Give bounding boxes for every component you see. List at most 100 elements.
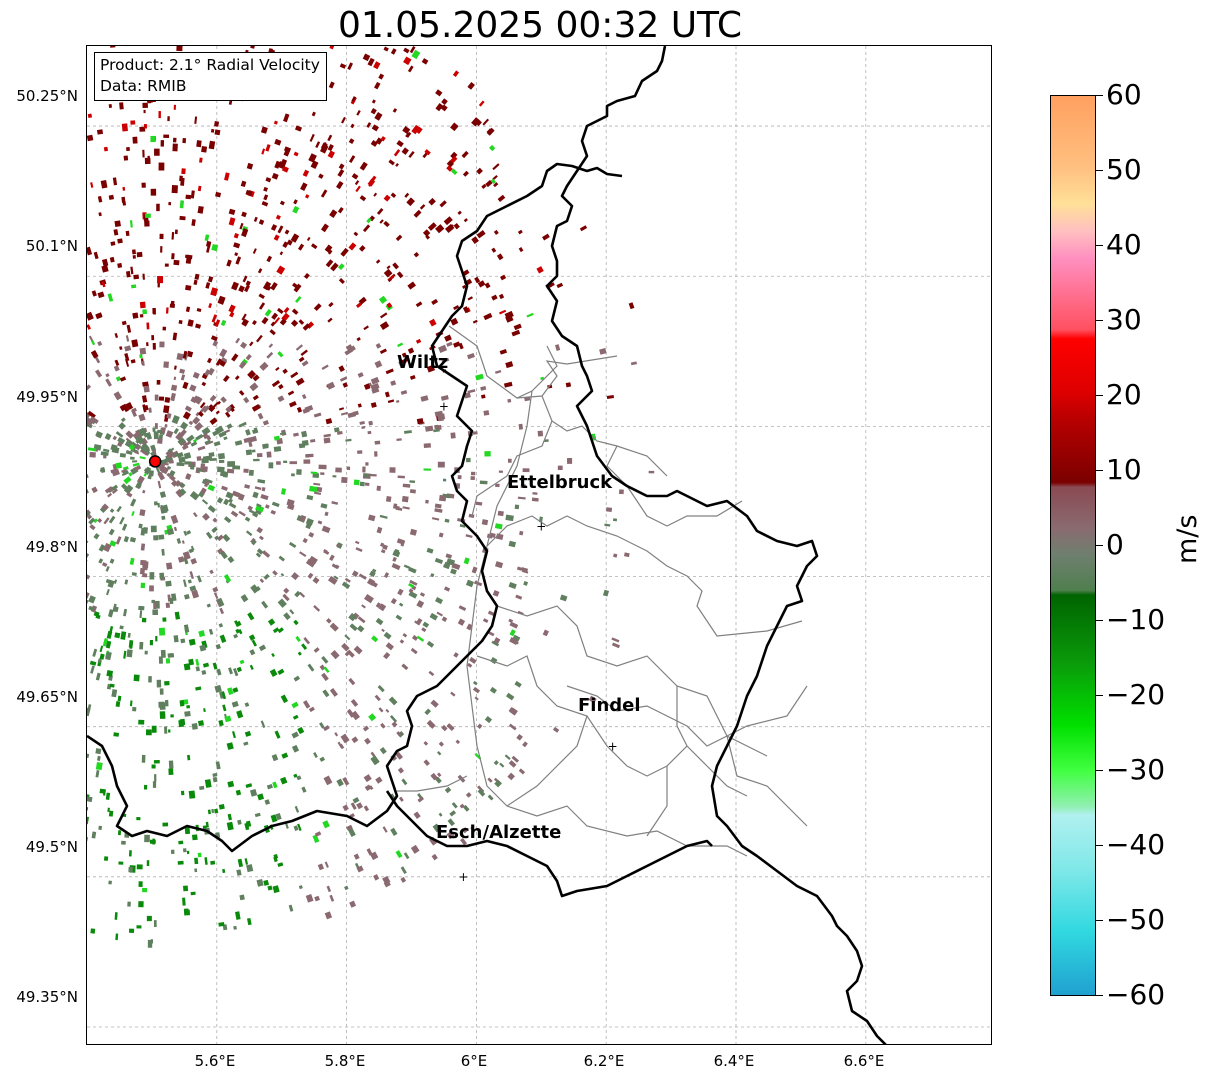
echo-pixel <box>191 723 198 730</box>
echo-pixel <box>121 123 128 132</box>
echo-pixel <box>430 772 438 781</box>
echo-pixel <box>207 367 215 376</box>
echo-pixel <box>245 429 251 436</box>
echo-pixel <box>348 677 356 686</box>
echo-pixel <box>422 229 431 237</box>
echo-pixel <box>341 476 348 484</box>
echo-pixel <box>500 274 507 281</box>
echo-pixel <box>245 449 253 456</box>
echo-pixel <box>196 575 202 583</box>
colorbar-tick-label: 30 <box>1106 303 1142 336</box>
echo-pixel <box>94 356 101 364</box>
echo-pixel <box>450 168 458 176</box>
echo-pixel <box>419 204 426 210</box>
echo-pixel <box>317 863 325 871</box>
echo-pixel <box>232 687 239 693</box>
echo-pixel <box>222 533 231 542</box>
echo-pixel <box>133 274 140 280</box>
echo-pixel <box>307 663 315 672</box>
echo-pixel <box>139 126 146 132</box>
echo-pixel <box>504 310 514 320</box>
echo-pixel <box>270 321 276 327</box>
echo-pixel <box>435 103 444 112</box>
echo-pixel <box>88 517 96 525</box>
echo-pixel <box>355 540 360 545</box>
echo-pixel <box>212 662 218 670</box>
echo-pixel <box>98 558 104 564</box>
echo-pixel <box>103 856 109 861</box>
echo-pixel <box>298 885 303 890</box>
echo-pixel <box>87 551 90 559</box>
echo-pixel <box>105 378 112 387</box>
echo-pixel <box>142 527 148 534</box>
echo-pixel <box>130 498 137 507</box>
echo-pixel <box>320 142 328 150</box>
echo-pixel <box>373 874 380 881</box>
echo-pixel <box>115 701 121 708</box>
echo-pixel <box>266 783 273 790</box>
echo-pixel <box>359 481 365 487</box>
echo-pixel <box>312 576 320 584</box>
echo-pixel <box>353 231 359 237</box>
echo-pixel <box>305 518 314 526</box>
echo-pixel <box>261 148 266 155</box>
echo-pixel <box>435 224 445 234</box>
echo-pixel <box>368 785 374 791</box>
echo-pixel <box>214 808 219 814</box>
echo-pixel <box>255 552 262 558</box>
echo-pixel <box>272 781 278 789</box>
echo-pixel <box>415 338 422 344</box>
echo-pixel <box>363 805 370 812</box>
echo-pixel <box>207 404 216 413</box>
echo-pixel <box>109 626 114 634</box>
echo-pixel <box>117 436 126 445</box>
echo-pixel <box>466 623 473 631</box>
echo-pixel <box>475 373 484 381</box>
echo-pixel <box>184 593 190 600</box>
echo-pixel <box>251 320 257 326</box>
echo-pixel <box>125 230 130 237</box>
echo-pixel <box>407 65 414 73</box>
echo-pixel <box>279 200 285 206</box>
echo-pixel <box>187 319 194 327</box>
echo-pixel <box>372 582 378 588</box>
echo-pixel <box>226 423 233 430</box>
lat-tick: 49.5°N <box>25 838 78 856</box>
echo-pixel <box>434 424 439 430</box>
echo-pixel <box>472 680 478 686</box>
echo-pixel <box>196 140 202 148</box>
radar-map[interactable]: + + + + <box>86 45 992 1045</box>
echo-pixel <box>273 120 278 125</box>
echo-pixel <box>228 208 236 216</box>
echo-pixel <box>178 840 184 845</box>
echo-pixel <box>397 588 404 596</box>
echo-pixel <box>150 525 157 533</box>
echo-pixel <box>446 723 455 731</box>
echo-pixel <box>267 286 272 291</box>
echo-pixel <box>471 566 478 574</box>
echo-pixel <box>403 56 412 66</box>
echo-pixel <box>111 488 118 495</box>
echo-pixel <box>403 852 410 860</box>
echo-pixel <box>263 186 268 192</box>
echo-pixel <box>329 554 335 561</box>
echo-pixel <box>484 282 491 289</box>
echo-pixel <box>355 547 363 553</box>
echo-pixel <box>347 708 354 716</box>
echo-pixel <box>293 432 299 437</box>
echo-pixel <box>390 793 396 800</box>
echo-pixel <box>556 282 564 289</box>
echo-pixel <box>301 393 307 400</box>
echo-pixel <box>338 365 345 373</box>
echo-pixel <box>170 392 176 402</box>
echo-pixel <box>191 219 196 227</box>
echo-pixel <box>329 209 338 218</box>
echo-pixel <box>113 391 123 401</box>
echo-pixel <box>392 108 398 113</box>
echo-pixel <box>203 708 206 713</box>
echo-pixel <box>179 200 185 209</box>
echo-pixel <box>194 323 202 329</box>
echo-pixel <box>253 427 259 434</box>
echo-pixel <box>347 62 353 71</box>
echo-pixel <box>491 294 498 301</box>
